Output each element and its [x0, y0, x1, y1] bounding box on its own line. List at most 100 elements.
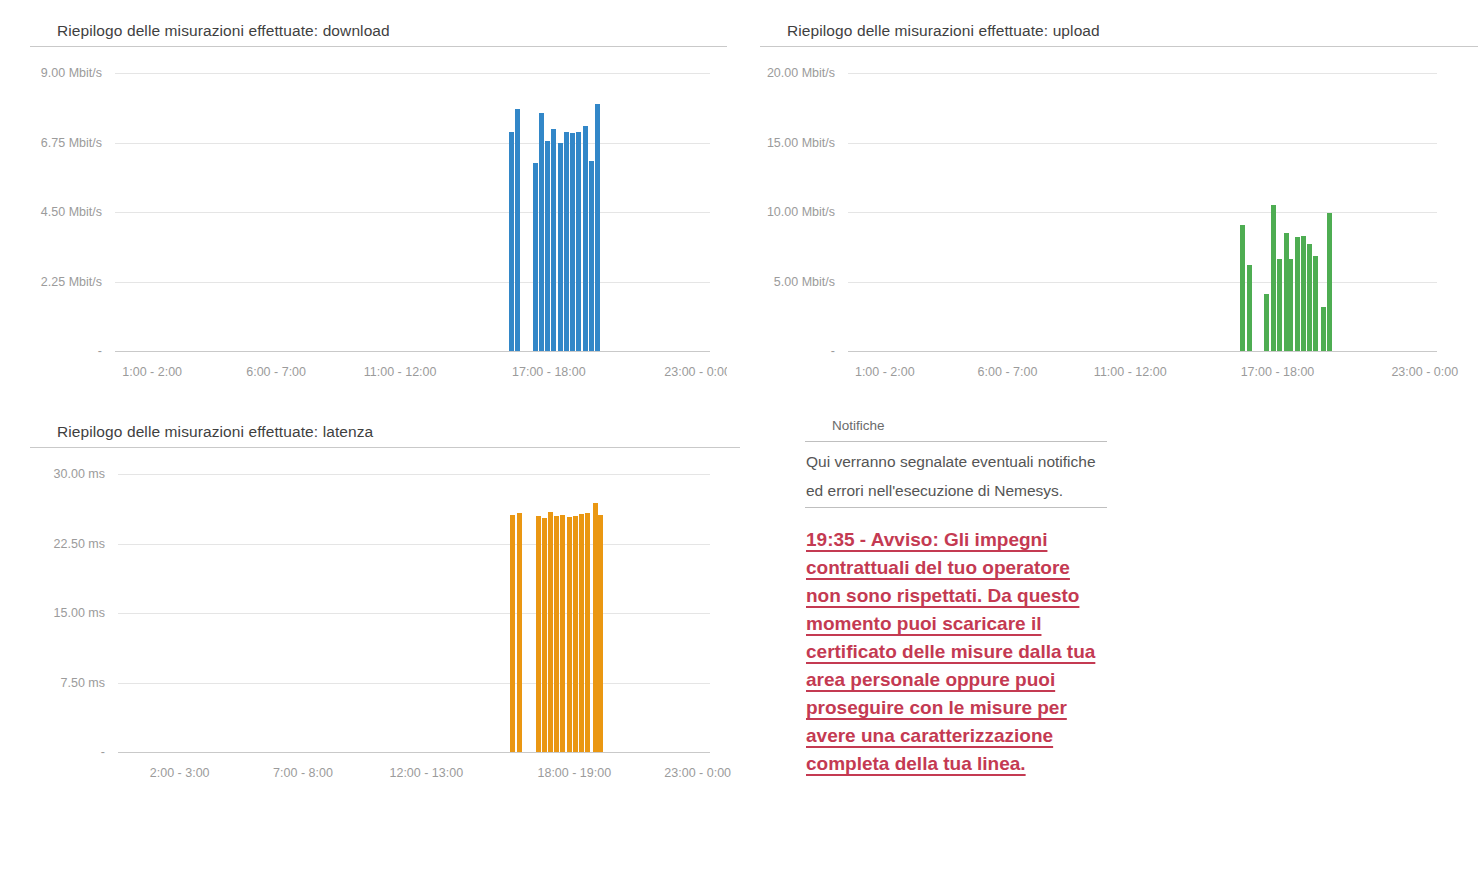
download-bar[interactable] [509, 132, 514, 351]
latenza-bar[interactable] [593, 503, 598, 752]
download-bar[interactable] [539, 113, 544, 351]
latenza-bar[interactable] [598, 515, 603, 752]
latenza-bar[interactable] [536, 516, 541, 752]
download-bar[interactable] [570, 133, 575, 351]
latency-chart-title: Riepilogo delle misurazioni effettuate: … [57, 423, 373, 441]
x-tick-label: 11:00 - 12:00 [1094, 365, 1167, 379]
notifications-description: Qui verranno segnalate eventuali notific… [806, 447, 1106, 505]
download-plot-area: 9.00 Mbit/s6.75 Mbit/s4.50 Mbit/s2.25 Mb… [115, 73, 710, 351]
x-tick-label: 6:00 - 7:00 [978, 365, 1038, 379]
latency-chart: Riepilogo delle misurazioni effettuate: … [30, 411, 740, 793]
y-tick-label: 22.50 ms [54, 536, 105, 552]
y-tick-label: 15.00 ms [54, 605, 105, 621]
y-tick-label: - [101, 744, 105, 760]
divider [805, 441, 1107, 442]
download-chart: Riepilogo delle misurazioni effettuate: … [30, 10, 727, 392]
latenza-bar[interactable] [560, 515, 565, 752]
upload-bar[interactable] [1313, 256, 1318, 351]
download-bar[interactable] [551, 129, 556, 351]
gridline [118, 752, 710, 753]
upload-bar[interactable] [1288, 259, 1293, 351]
upload-bar[interactable] [1295, 237, 1300, 351]
gridline [848, 282, 1437, 283]
upload-bar[interactable] [1240, 225, 1245, 351]
y-tick-label: 9.00 Mbit/s [41, 65, 102, 81]
x-tick-label: 17:00 - 18:00 [512, 365, 586, 379]
gridline [848, 212, 1437, 213]
y-tick-label: 4.50 Mbit/s [41, 204, 102, 220]
gridline [118, 613, 710, 614]
gridline [115, 282, 710, 283]
latenza-bar[interactable] [517, 513, 522, 752]
download-bar[interactable] [583, 126, 588, 351]
gridline [115, 73, 710, 74]
y-tick-label: 7.50 ms [61, 675, 105, 691]
x-tick-label: 23:00 - 0:00 [664, 365, 727, 379]
divider [805, 507, 1107, 508]
x-tick-label: 12:00 - 13:00 [389, 766, 463, 780]
download-bar[interactable] [595, 104, 600, 351]
gridline [118, 544, 710, 545]
latenza-bar[interactable] [542, 518, 547, 752]
x-tick-label: 23:00 - 0:00 [664, 766, 731, 780]
gridline [848, 143, 1437, 144]
latenza-bar[interactable] [585, 513, 590, 752]
download-bar[interactable] [515, 109, 520, 351]
y-tick-label: 15.00 Mbit/s [767, 135, 835, 151]
y-tick-label: 5.00 Mbit/s [774, 274, 835, 290]
gridline [848, 73, 1437, 74]
gridline [115, 351, 710, 352]
upload-bar[interactable] [1264, 294, 1269, 351]
latenza-bar[interactable] [510, 515, 515, 752]
upload-bar[interactable] [1301, 236, 1306, 351]
upload-bar[interactable] [1271, 205, 1276, 351]
latenza-bar[interactable] [579, 514, 584, 752]
y-tick-label: 20.00 Mbit/s [767, 65, 835, 81]
x-tick-label: 6:00 - 7:00 [246, 365, 306, 379]
y-tick-label: - [98, 343, 102, 359]
latenza-bar[interactable] [554, 516, 559, 752]
upload-bar[interactable] [1277, 259, 1282, 351]
x-tick-label: 17:00 - 18:00 [1241, 365, 1315, 379]
upload-chart: Riepilogo delle misurazioni effettuate: … [760, 10, 1478, 392]
gridline [115, 143, 710, 144]
download-bar[interactable] [564, 132, 569, 351]
latency-plot-area: 30.00 ms22.50 ms15.00 ms7.50 ms-2:00 - 3… [118, 474, 710, 752]
upload-bar[interactable] [1327, 213, 1332, 351]
divider [30, 46, 727, 47]
gridline [118, 474, 710, 475]
download-bar[interactable] [589, 161, 594, 351]
upload-bar[interactable] [1321, 307, 1326, 351]
gridline [118, 683, 710, 684]
upload-bar[interactable] [1307, 244, 1312, 351]
download-chart-title: Riepilogo delle misurazioni effettuate: … [57, 22, 390, 40]
latenza-bar[interactable] [573, 516, 578, 752]
latenza-bar[interactable] [567, 517, 572, 752]
download-bar[interactable] [545, 141, 550, 351]
upload-bar[interactable] [1247, 265, 1252, 351]
x-tick-label: 1:00 - 2:00 [122, 365, 182, 379]
x-tick-label: 1:00 - 2:00 [855, 365, 915, 379]
notifications-header: Notifiche [832, 418, 885, 433]
latenza-bar[interactable] [548, 512, 553, 752]
download-bar[interactable] [533, 163, 538, 351]
y-tick-label: 2.25 Mbit/s [41, 274, 102, 290]
x-tick-label: 11:00 - 12:00 [364, 365, 437, 379]
x-tick-label: 2:00 - 3:00 [150, 766, 210, 780]
download-bar[interactable] [576, 132, 581, 351]
x-tick-label: 7:00 - 8:00 [273, 766, 333, 780]
y-tick-label: 30.00 ms [54, 466, 105, 482]
gridline [848, 351, 1437, 352]
y-tick-label: 10.00 Mbit/s [767, 204, 835, 220]
y-tick-label: 6.75 Mbit/s [41, 135, 102, 151]
upload-plot-area: 20.00 Mbit/s15.00 Mbit/s10.00 Mbit/s5.00… [848, 73, 1437, 351]
download-bar[interactable] [558, 143, 563, 352]
x-tick-label: 23:00 - 0:00 [1391, 365, 1458, 379]
divider [760, 46, 1478, 47]
divider [30, 447, 740, 448]
upload-chart-title: Riepilogo delle misurazioni effettuate: … [787, 22, 1100, 40]
y-tick-label: - [831, 343, 835, 359]
notification-alert-link[interactable]: 19:35 - Avviso: Gli impegni contrattuali… [806, 526, 1106, 778]
gridline [115, 212, 710, 213]
x-tick-label: 18:00 - 19:00 [537, 766, 611, 780]
